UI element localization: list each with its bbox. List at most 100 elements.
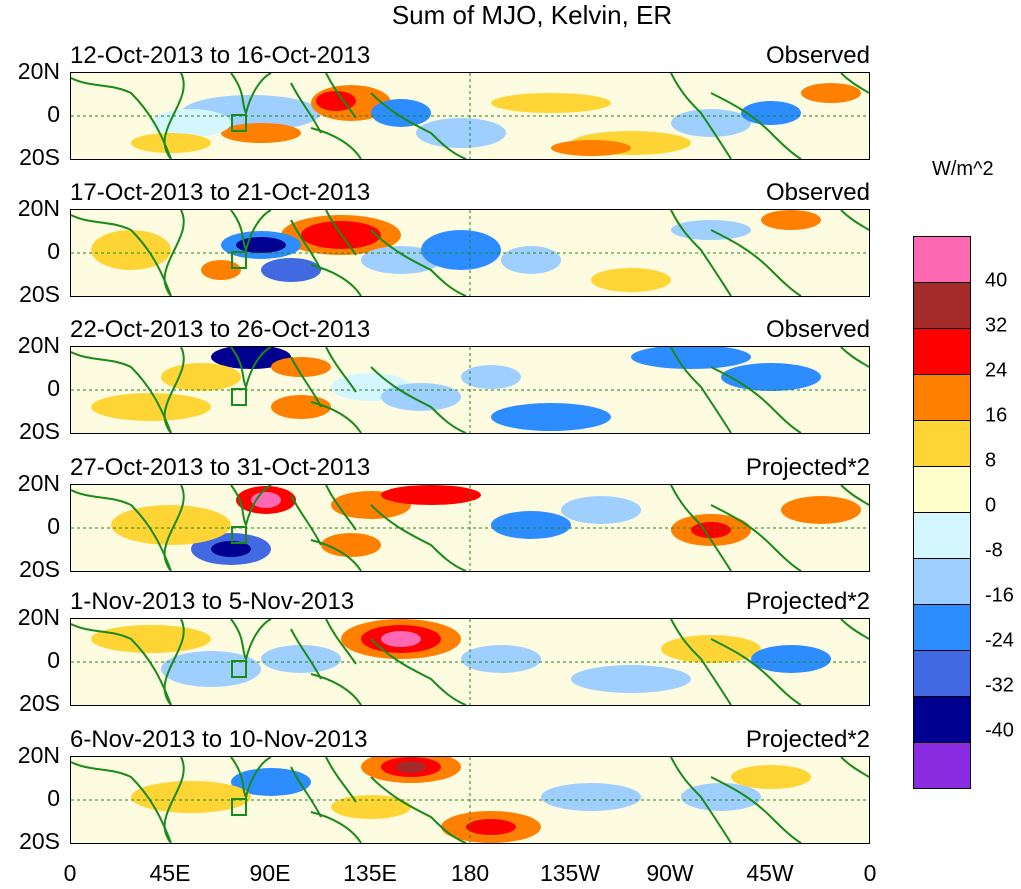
panel-type-label: Projected*2 bbox=[745, 454, 870, 481]
anomaly-contour bbox=[381, 631, 421, 647]
colorbar-units: W/m^2 bbox=[932, 158, 994, 180]
anomaly-contour bbox=[421, 230, 501, 270]
anomaly-contour bbox=[131, 781, 251, 813]
anomaly-contour bbox=[91, 625, 211, 653]
anomaly-contour bbox=[316, 91, 356, 111]
anomaly-contour bbox=[681, 783, 761, 811]
coastline bbox=[710, 92, 802, 159]
y-tick-label: 20N bbox=[17, 58, 60, 84]
colorbar-label: -24 bbox=[985, 629, 1014, 652]
anomaly-contour bbox=[731, 765, 811, 789]
anomaly-contour bbox=[211, 347, 291, 369]
map-frame bbox=[70, 618, 870, 706]
anomaly-contour bbox=[551, 140, 631, 156]
colorbar bbox=[913, 236, 971, 789]
map-frame bbox=[70, 756, 870, 844]
coastline bbox=[710, 504, 802, 571]
figure-title: Sum of MJO, Kelvin, ER bbox=[391, 0, 673, 30]
map-panel-1: 12-Oct-2013 to 16-Oct-2013 Observed bbox=[70, 42, 870, 160]
anomaly-contour bbox=[211, 541, 251, 557]
anomaly-contour bbox=[321, 533, 381, 557]
region-box bbox=[231, 114, 247, 132]
x-tick-label: 45E bbox=[149, 860, 191, 886]
panel-date-range: 1-Nov-2013 to 5-Nov-2013 bbox=[70, 588, 355, 615]
x-tick-label: 0 bbox=[863, 860, 877, 886]
x-tick-label: 45W bbox=[746, 860, 794, 886]
coastline bbox=[670, 619, 732, 705]
x-tick-label: 90W bbox=[646, 860, 694, 886]
map-panel-3: 22-Oct-2013 to 26-Oct-2013 Observed bbox=[70, 316, 870, 434]
coastline bbox=[710, 638, 802, 705]
y-tick-label: 20S bbox=[19, 418, 60, 444]
anomaly-contour bbox=[91, 230, 171, 270]
coastline bbox=[670, 347, 732, 433]
anomaly-contour bbox=[261, 258, 321, 282]
coastline bbox=[325, 347, 467, 433]
anomaly-contour bbox=[271, 357, 331, 377]
anomaly-contour bbox=[261, 645, 341, 673]
coastline bbox=[71, 489, 172, 571]
coastline bbox=[670, 757, 732, 843]
map-frame bbox=[70, 346, 870, 434]
x-tick-label: 180 bbox=[450, 860, 490, 886]
y-tick-label: 20S bbox=[19, 281, 60, 307]
anomaly-contour bbox=[781, 496, 861, 524]
anomaly-contour bbox=[461, 645, 541, 673]
anomaly-contour bbox=[761, 210, 821, 230]
coastline bbox=[71, 623, 172, 705]
coastline bbox=[163, 73, 185, 159]
coastline bbox=[710, 366, 802, 433]
map-frame bbox=[70, 484, 870, 572]
panel-date-range: 17-Oct-2013 to 21-Oct-2013 bbox=[70, 179, 371, 206]
y-tick-label: 20S bbox=[19, 690, 60, 716]
colorbar-label: -16 bbox=[985, 584, 1014, 607]
colorbar-swatch bbox=[913, 650, 971, 696]
region-box bbox=[231, 251, 247, 269]
panel-type-label: Projected*2 bbox=[745, 588, 870, 615]
anomaly-contour bbox=[111, 505, 231, 545]
y-tick-label: 20S bbox=[19, 144, 60, 170]
coastline bbox=[840, 73, 869, 94]
anomaly-contour bbox=[691, 522, 731, 538]
y-tick-label: 0 bbox=[47, 375, 60, 401]
coastline bbox=[290, 219, 362, 296]
y-tick-label: 0 bbox=[47, 647, 60, 673]
anomaly-contour bbox=[151, 109, 231, 137]
panel-date-range: 27-Oct-2013 to 31-Oct-2013 bbox=[70, 454, 371, 481]
anomaly-contour bbox=[161, 363, 241, 391]
anomaly-contour bbox=[491, 93, 611, 113]
coastline bbox=[290, 82, 362, 159]
coastline bbox=[325, 485, 467, 571]
panel-type-label: Observed bbox=[765, 179, 870, 206]
anomaly-contour bbox=[721, 363, 821, 391]
coastline bbox=[230, 347, 272, 390]
anomaly-contour bbox=[201, 260, 241, 280]
y-tick-label: 20S bbox=[19, 828, 60, 854]
coastline bbox=[840, 757, 869, 778]
y-tick-label: 20N bbox=[17, 742, 60, 768]
coastline bbox=[163, 347, 185, 433]
colorbar-label: 24 bbox=[985, 359, 1008, 382]
anomaly-contour bbox=[491, 403, 611, 431]
colorbar-label: -40 bbox=[985, 719, 1014, 742]
panel-type-label: Projected*2 bbox=[745, 726, 870, 753]
coastline bbox=[230, 757, 272, 800]
coastline bbox=[163, 757, 185, 843]
panel-date-range: 22-Oct-2013 to 26-Oct-2013 bbox=[70, 316, 371, 343]
anomaly-contour bbox=[501, 246, 561, 274]
region-box bbox=[231, 660, 247, 678]
y-tick-label: 0 bbox=[47, 513, 60, 539]
anomaly-map bbox=[71, 210, 869, 296]
coastline bbox=[710, 229, 802, 296]
colorbar-swatch bbox=[913, 328, 971, 374]
anomaly-contour bbox=[381, 383, 461, 411]
colorbar-label: 40 bbox=[985, 269, 1008, 292]
anomaly-map bbox=[71, 347, 869, 433]
y-tick-label: 20N bbox=[17, 604, 60, 630]
x-tick-label: 135W bbox=[539, 860, 601, 886]
anomaly-contour bbox=[631, 347, 751, 369]
anomaly-contour bbox=[561, 496, 641, 524]
coastline bbox=[325, 757, 467, 843]
map-panel-6: 6-Nov-2013 to 10-Nov-2013 Projected*2 bbox=[70, 726, 870, 844]
anomaly-map bbox=[71, 757, 869, 843]
